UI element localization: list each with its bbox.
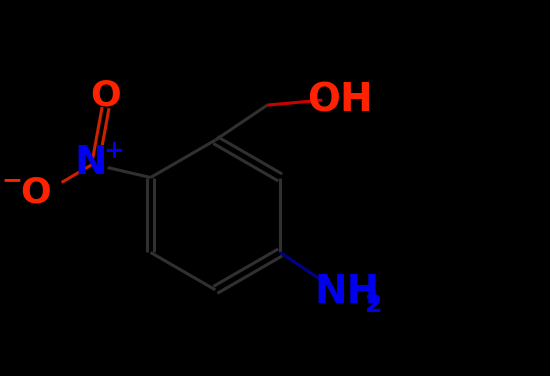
- Text: O: O: [90, 79, 121, 112]
- Text: −: −: [1, 168, 22, 193]
- Text: N: N: [74, 144, 107, 182]
- Text: 2: 2: [365, 293, 383, 317]
- Text: OH: OH: [307, 81, 373, 119]
- Text: NH: NH: [315, 273, 380, 311]
- Text: +: +: [103, 138, 124, 162]
- Text: O: O: [20, 176, 51, 209]
